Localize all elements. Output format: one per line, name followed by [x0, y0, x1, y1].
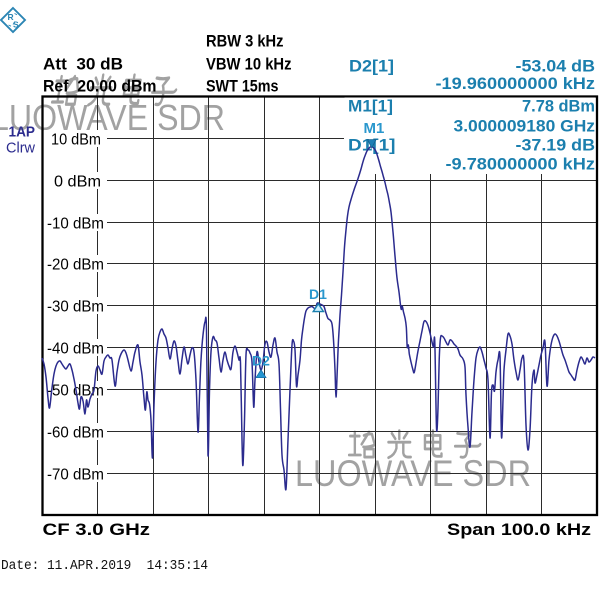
svg-text:-10 dBm: -10 dBm — [47, 216, 104, 233]
svg-text:Ref 20.00 dBm: Ref 20.00 dBm — [43, 77, 157, 96]
svg-text:S: S — [13, 20, 19, 30]
svg-text:SWT 15ms: SWT 15ms — [206, 77, 279, 96]
svg-text:D1: D1 — [309, 286, 327, 302]
svg-text:1AP: 1AP — [9, 124, 36, 141]
svg-text:R: R — [8, 12, 14, 22]
svg-text:LUOWAVE SDR: LUOWAVE SDR — [0, 97, 225, 138]
svg-text:3.000009180 GHz: 3.000009180 GHz — [454, 117, 596, 136]
svg-text:D2[1]: D2[1] — [349, 57, 394, 76]
svg-text:10 dBm: 10 dBm — [51, 132, 101, 149]
svg-text:-20 dBm: -20 dBm — [47, 257, 104, 274]
svg-text:-70 dBm: -70 dBm — [47, 467, 104, 484]
svg-text:-60 dBm: -60 dBm — [47, 425, 104, 442]
svg-text:CF 3.0 GHz: CF 3.0 GHz — [43, 520, 151, 539]
svg-text:RBW 3 kHz: RBW 3 kHz — [206, 32, 284, 51]
svg-text:-53.04 dB: -53.04 dB — [516, 57, 596, 76]
svg-text:Date: 11.APR.2019 14:35:14: Date: 11.APR.2019 14:35:14 — [1, 559, 208, 574]
svg-text:-37.19 dB: -37.19 dB — [516, 136, 596, 155]
svg-text:-9.780000000 kHz: -9.780000000 kHz — [446, 155, 596, 174]
svg-text:M1[1]: M1[1] — [348, 97, 393, 116]
svg-text:Att 30 dB: Att 30 dB — [43, 55, 123, 74]
svg-text:0 dBm: 0 dBm — [54, 174, 101, 191]
svg-text:D2: D2 — [252, 353, 270, 369]
svg-text:Clrw: Clrw — [6, 140, 35, 157]
svg-text:VBW 10 kHz: VBW 10 kHz — [206, 55, 292, 74]
svg-text:-40 dBm: -40 dBm — [47, 341, 104, 358]
svg-text:-19.960000000 kHz: -19.960000000 kHz — [436, 74, 596, 93]
svg-text:Span 100.0 kHz: Span 100.0 kHz — [447, 520, 591, 539]
svg-text:M1: M1 — [364, 120, 385, 137]
svg-text:7.78 dBm: 7.78 dBm — [522, 97, 595, 116]
svg-text:-30 dBm: -30 dBm — [47, 299, 104, 316]
